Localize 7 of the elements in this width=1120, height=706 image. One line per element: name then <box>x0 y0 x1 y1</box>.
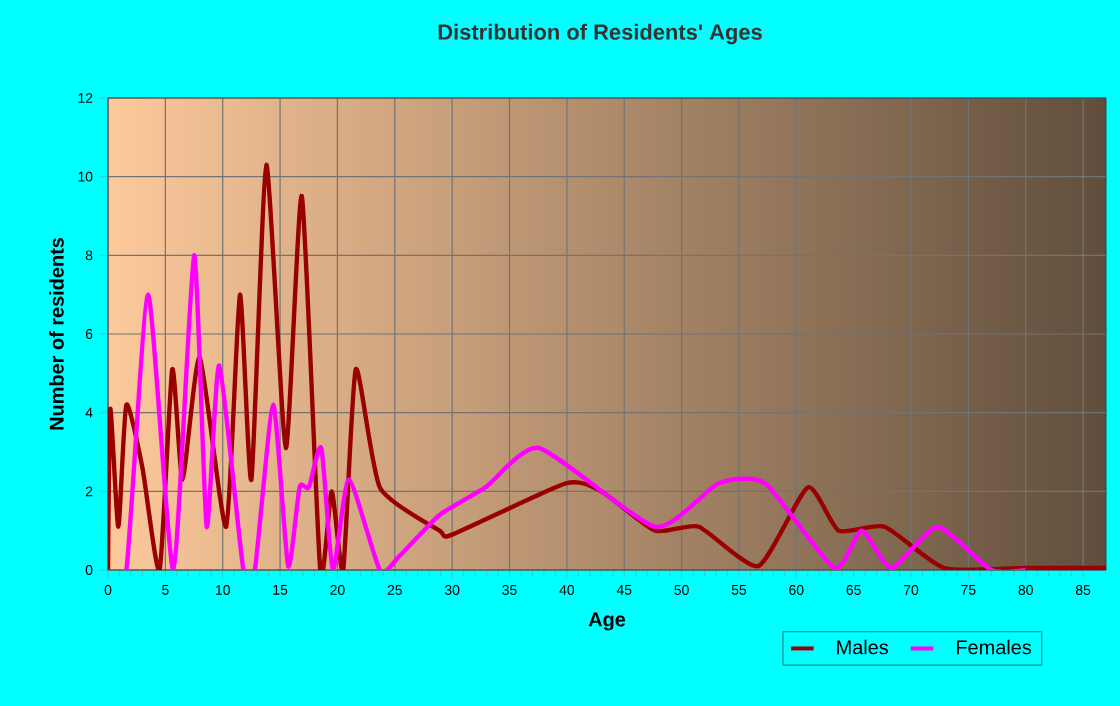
legend-label: Males <box>837 639 889 655</box>
line-series <box>108 253 1028 570</box>
y-axis-title: Number of residents <box>49 237 64 430</box>
x-axis-title: Age <box>588 612 626 631</box>
legend-label: Females <box>957 639 1032 655</box>
line-series <box>108 162 1107 570</box>
chart-title: Distribution of Residents' Ages <box>438 23 762 45</box>
